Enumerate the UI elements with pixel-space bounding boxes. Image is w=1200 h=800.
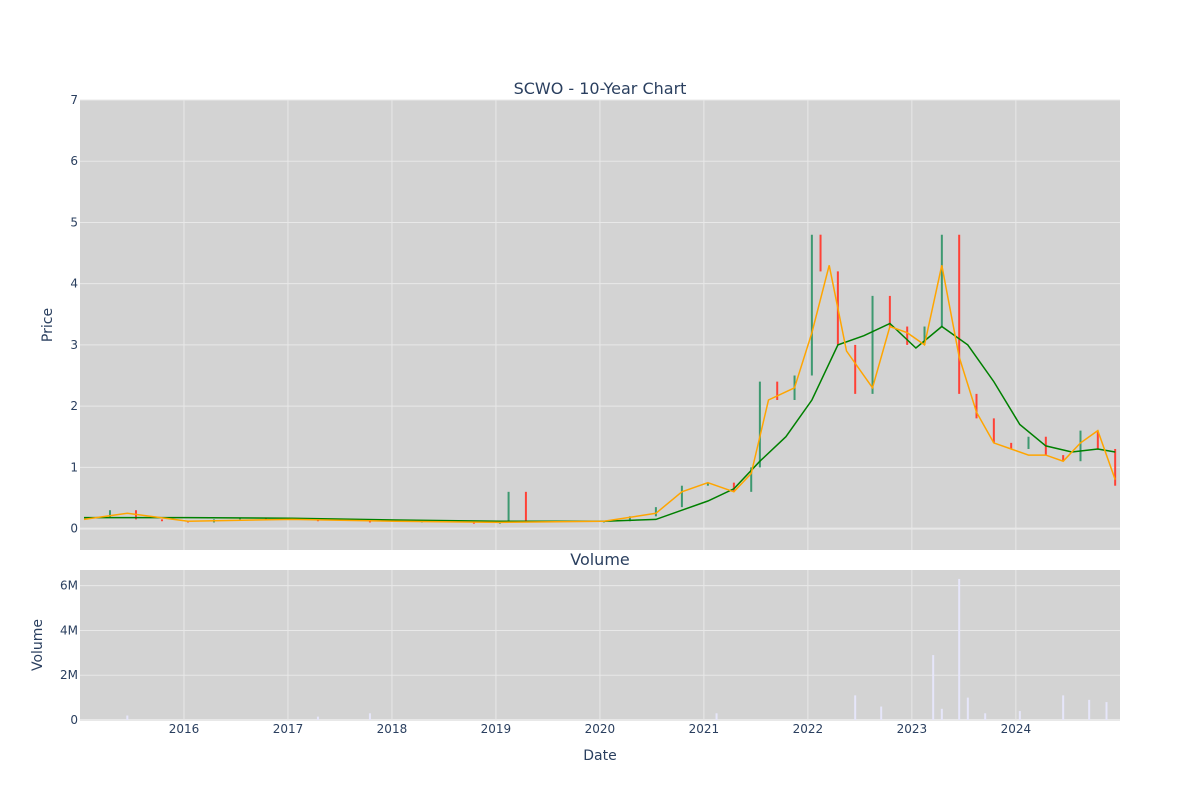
volume-bar — [854, 695, 857, 720]
volume-y-tick-label: 6M — [60, 579, 78, 593]
price-y-tick-label: 1 — [70, 460, 78, 474]
volume-bar — [984, 713, 987, 720]
volume-bar — [715, 713, 718, 720]
volume-bar — [126, 715, 129, 720]
volume-bar — [940, 708, 943, 720]
x-tick-label: 2017 — [273, 722, 304, 736]
date-axis-title: Date — [583, 748, 616, 764]
price-y-tick-label: 5 — [70, 215, 78, 229]
x-tick-label: 2023 — [897, 722, 928, 736]
price-y-tick-label: 3 — [70, 338, 78, 352]
volume-bar — [1018, 711, 1021, 720]
x-tick-label: 2019 — [481, 722, 512, 736]
price-y-tick-label: 7 — [70, 93, 78, 107]
price-y-tick-label: 0 — [70, 522, 78, 536]
x-tick-label: 2018 — [377, 722, 408, 736]
volume-bar — [1105, 702, 1108, 720]
volume-bar — [966, 697, 969, 720]
volume-y-tick-label: 2M — [60, 668, 78, 682]
volume-bar — [368, 713, 371, 720]
price-y-tick-label: 2 — [70, 399, 78, 413]
volume-bar — [932, 655, 935, 720]
volume-y-tick-label: 0 — [70, 713, 78, 727]
volume-axis-title: Volume — [30, 619, 46, 671]
x-tick-label: 2022 — [793, 722, 824, 736]
x-tick-label: 2024 — [1001, 722, 1032, 736]
x-tick-label: 2016 — [169, 722, 200, 736]
volume-bar — [880, 706, 883, 720]
moving-average-short-line — [83, 265, 1116, 524]
x-tick-label: 2021 — [689, 722, 720, 736]
volume-y-tick-label: 4M — [60, 623, 78, 637]
price-axis-title: Price — [40, 308, 56, 342]
price-chart-title: SCWO - 10-Year Chart — [514, 79, 687, 98]
volume-bar — [1088, 699, 1091, 720]
price-y-tick-label: 6 — [70, 154, 78, 168]
volume-bar — [1062, 695, 1065, 720]
price-y-tick-label: 4 — [70, 277, 78, 291]
volume-bar — [316, 716, 319, 720]
x-tick-label: 2020 — [585, 722, 616, 736]
volume-chart-title: Volume — [570, 550, 630, 569]
plot-layers: 2016 2017 2018 2019 2020 2021 2022 2023 2024 0 1 2 3… — [60, 93, 1120, 736]
volume-bar — [958, 578, 961, 720]
moving-average-long-line — [84, 322, 1116, 522]
